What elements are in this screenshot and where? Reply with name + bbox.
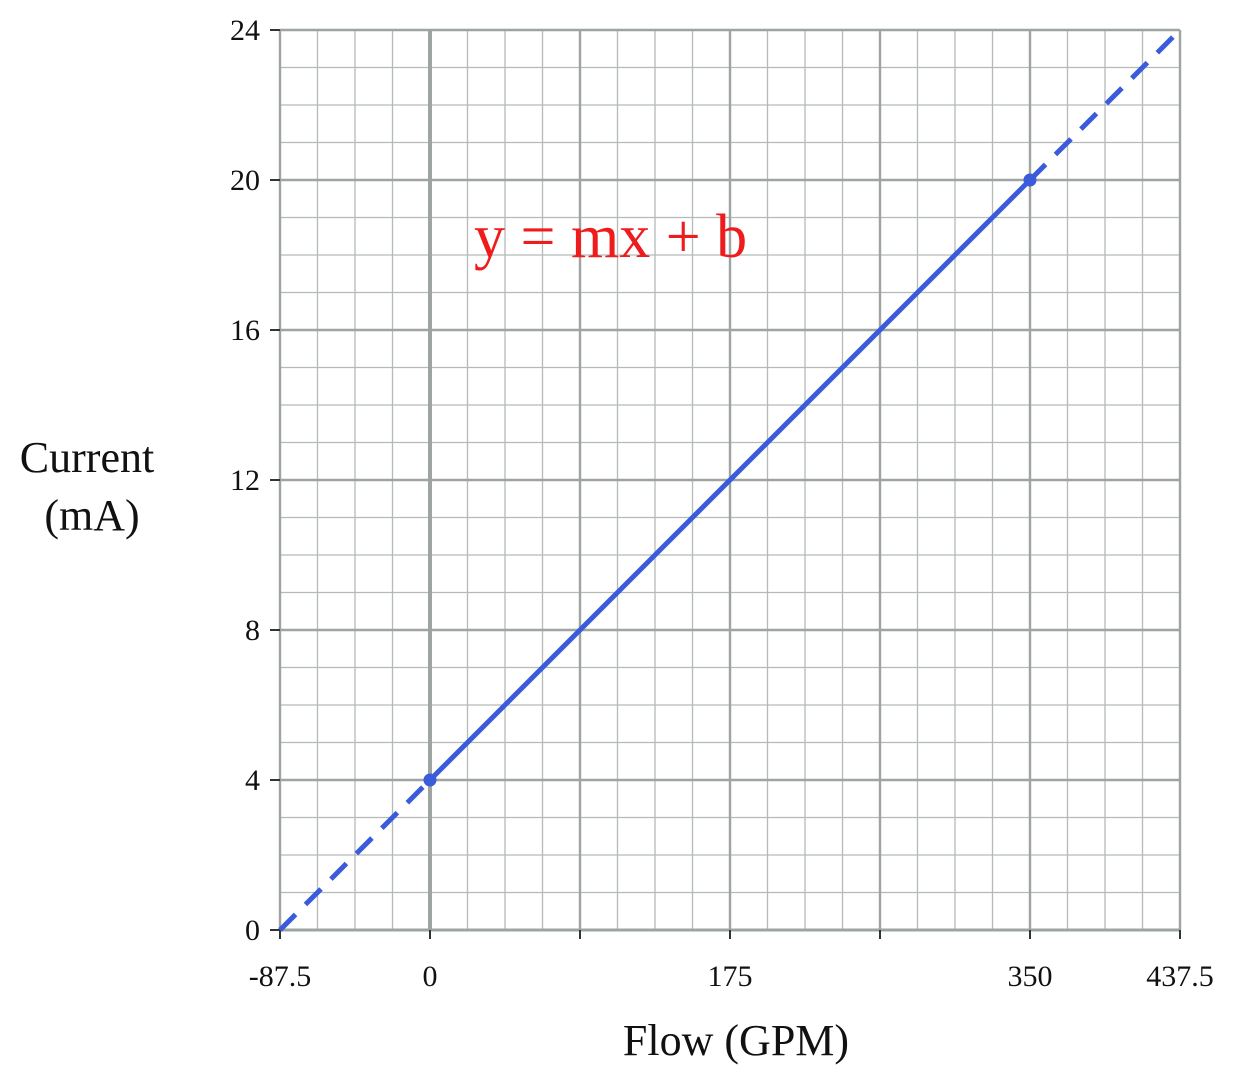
y-axis-title-line1: Current: [20, 433, 154, 482]
y-tick-label: 24: [230, 14, 260, 47]
equation-annotation: y = mx + b: [474, 203, 747, 271]
data-point: [1023, 173, 1037, 187]
x-tick-label: 0: [423, 960, 438, 993]
axis-ticks: [270, 29, 1181, 939]
y-axis-title-line2: (mA): [44, 491, 139, 540]
y-tick-label: 8: [245, 614, 260, 647]
y-tick-label: 0: [245, 914, 260, 947]
y-tick-label: 20: [230, 164, 260, 197]
grid-major: [278, 28, 1182, 932]
y-tick-labels: 0 4 8 12 16 20 24: [230, 14, 260, 947]
series-line-solid: [428, 178, 1032, 782]
x-tick-label: 175: [708, 960, 753, 993]
data-point: [423, 773, 437, 787]
x-tick-label: 437.5: [1146, 960, 1214, 993]
x-tick-label: -87.5: [249, 960, 312, 993]
x-axis-title: Flow (GPM): [623, 1016, 849, 1065]
x-tick-labels: -87.5 0 175 350 437.5: [249, 960, 1214, 993]
y-tick-label: 4: [245, 764, 260, 797]
x-tick-label: 350: [1008, 960, 1053, 993]
y-tick-label: 12: [230, 464, 260, 497]
series-layer: [278, 28, 1182, 932]
y-tick-label: 16: [230, 314, 260, 347]
marker-layer: [423, 173, 1037, 787]
